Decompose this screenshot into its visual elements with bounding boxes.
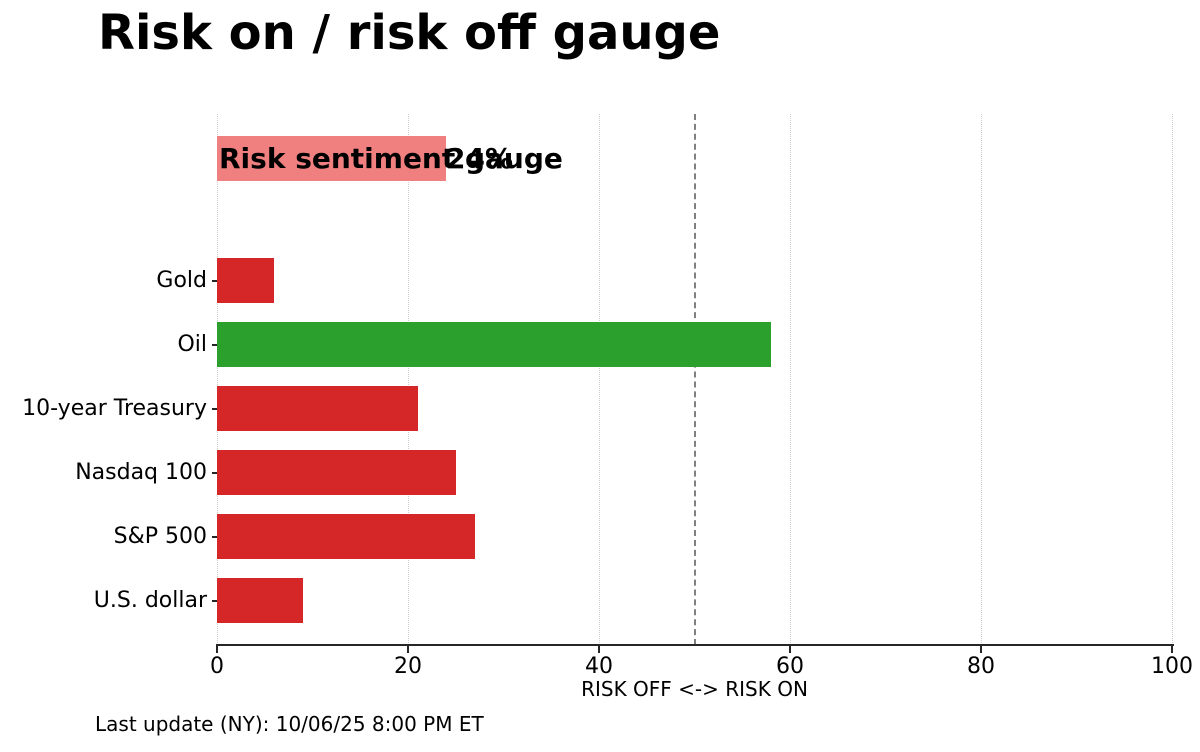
bar-oil [217,322,771,367]
x-tick-label-60: 60 [776,654,804,679]
x-tick-100 [1171,646,1173,653]
x-tick-label-0: 0 [210,654,224,679]
gauge-bar-value: 24% [446,142,514,175]
plot-area [217,114,1173,645]
category-label-nasdaq-100: Nasdaq 100 [75,459,207,485]
last-update-text: Last update (NY): 10/06/25 8:00 PM ET [95,712,484,736]
gauge-bar-label: Risk sentiment gauge [219,142,563,175]
bar-10-year-treasury [217,386,418,431]
bar-risk-sentiment-gauge [217,135,447,181]
category-label-10-year-treasury: 10-year Treasury [22,395,207,421]
neutral-reference-line [693,114,696,645]
gridline-60 [790,114,791,645]
bar-nasdaq-100 [217,450,456,495]
x-axis-label: RISK OFF <-> RISK ON [581,677,808,701]
x-tick-label-20: 20 [394,654,422,679]
y-tick-nasdaq-100 [212,471,217,474]
bar-u-s-dollar [217,578,303,623]
x-tick-60 [789,646,791,653]
x-tick-40 [598,646,600,653]
gridline-100 [1172,114,1173,645]
x-tick-0 [216,646,218,653]
gridline-80 [981,114,982,645]
y-tick-u-s-dollar [212,599,217,602]
category-label-u-s-dollar: U.S. dollar [93,587,207,613]
x-tick-80 [980,646,982,653]
gridline-0 [217,114,218,645]
x-tick-label-100: 100 [1151,654,1193,679]
y-tick-oil [212,343,217,346]
category-label-s-p-500: S&P 500 [113,523,207,549]
chart-title: Risk on / risk off gauge [98,5,721,61]
category-label-oil: Oil [177,331,207,357]
gridline-20 [408,114,409,645]
x-tick-label-40: 40 [585,654,613,679]
x-tick-label-80: 80 [967,654,995,679]
y-tick-10-year-treasury [212,407,217,410]
x-tick-20 [407,646,409,653]
bar-gold [217,258,275,303]
y-tick-s-p-500 [212,535,217,538]
y-tick-gold [212,279,217,282]
category-label-gold: Gold [156,267,207,293]
gridline-40 [599,114,600,645]
bar-s-p-500 [217,514,475,559]
x-axis-line [216,644,1174,646]
